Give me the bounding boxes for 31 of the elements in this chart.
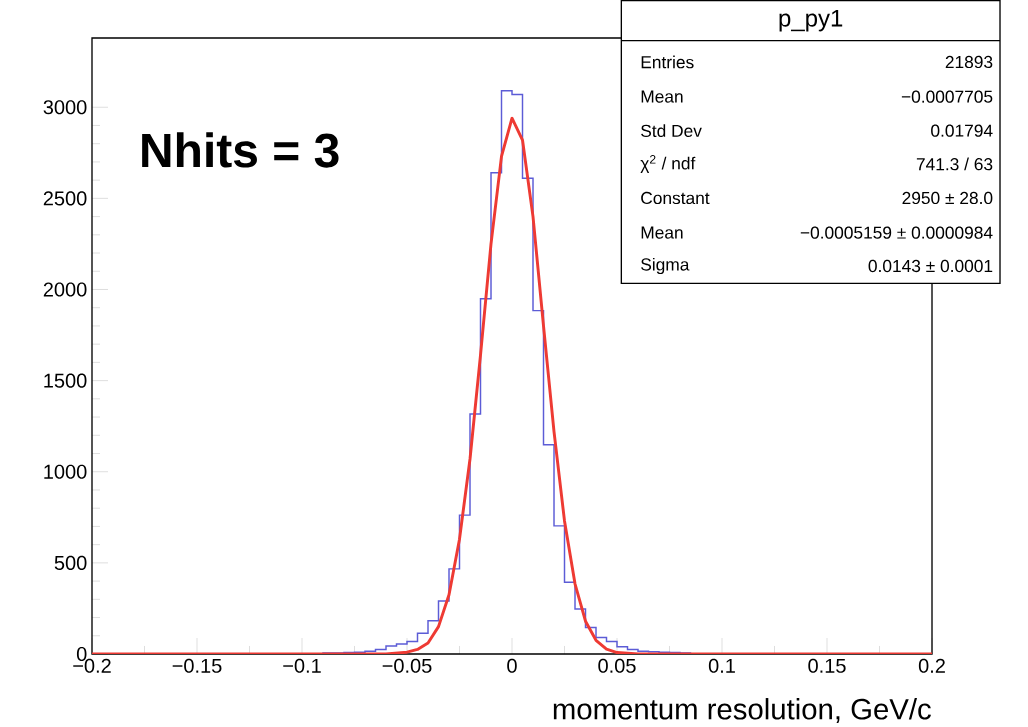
annotation: Nhits = 3 — [142, 132, 339, 168]
x-tick-label: 0 — [507, 658, 517, 673]
annotation: Mean — [641, 226, 683, 239]
annotation: χ$^{2}$ / ndf — [640, 154, 696, 173]
annotation: Mean — [641, 90, 683, 103]
x-tick-label: 0.1 — [708, 658, 735, 673]
x-tick-label: −0.05 — [382, 658, 432, 673]
annotation: Entries — [641, 55, 694, 69]
x-tick-label: 0.15 — [808, 658, 846, 673]
annotation: 2950 ± 28.0 — [902, 191, 993, 204]
text: p_py1 — [779, 9, 843, 32]
annotation: Std Dev — [641, 124, 702, 137]
x-axis-title: momentum resolution, GeV/c — [553, 697, 931, 723]
text: 21893 — [945, 55, 993, 68]
annotation: 0.0143 ± 0.0001 — [868, 259, 993, 272]
annotation: Sigma — [641, 257, 690, 274]
x-tick-label: 0.2 — [918, 658, 945, 673]
x-tick-label: −0.15 — [172, 658, 222, 673]
y-tick-label: 2500 — [43, 191, 87, 206]
y-tick-label: 3000 — [43, 100, 87, 115]
y-tick-label: 1000 — [44, 464, 87, 479]
annotation: −0.0005159 ± 0.0000984 — [800, 226, 993, 239]
y-tick-label: 500 — [54, 555, 87, 570]
y-tick-label: 2000 — [43, 282, 87, 297]
annotation: −0.0007705 — [901, 90, 993, 103]
y-tick-label: 1500 — [44, 373, 87, 388]
x-tick-label: −0.1 — [283, 658, 321, 673]
annotation: 0.01794 — [931, 124, 993, 137]
annotation: Constant — [641, 191, 710, 204]
annotation: 741.3 / 63 — [916, 157, 993, 171]
x-tick-label: 0.05 — [598, 658, 636, 673]
